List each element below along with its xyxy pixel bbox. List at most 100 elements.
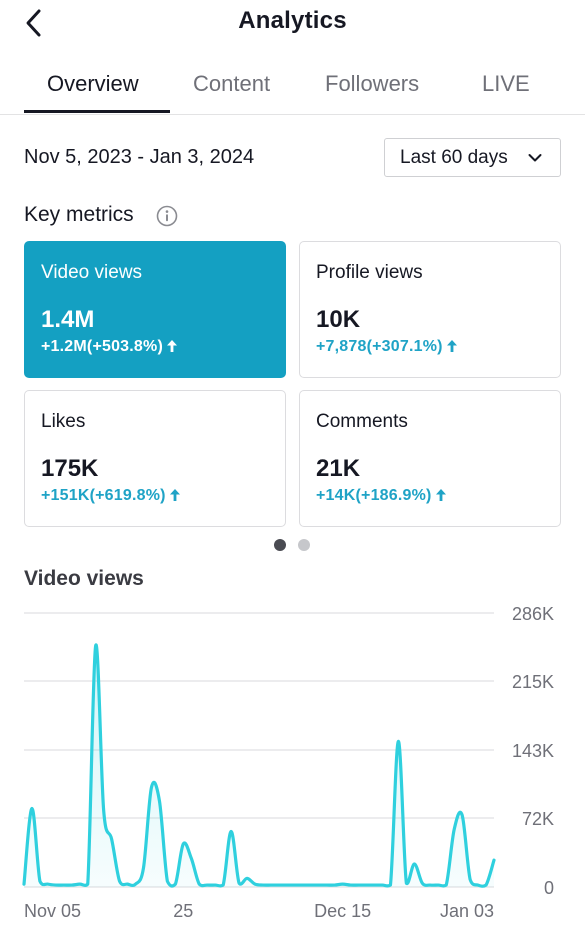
data-point	[198, 883, 200, 885]
data-point	[246, 877, 248, 879]
y-tick-label: 286K	[512, 604, 554, 624]
metric-change: +7,878(+307.1%)	[316, 338, 457, 356]
metric-value: 10K	[316, 306, 361, 333]
data-point	[126, 883, 128, 885]
data-point	[206, 884, 208, 886]
data-point	[166, 880, 168, 882]
video-views-chart: 286K 215K 143K 72K 0 Nov 05 25 Dec 15 Jan 03	[22, 604, 554, 921]
data-point	[150, 786, 152, 788]
data-point	[357, 884, 359, 886]
data-point	[39, 880, 41, 882]
data-point	[461, 814, 463, 816]
series-line	[22, 643, 496, 888]
data-point	[71, 884, 73, 886]
data-point	[174, 883, 176, 885]
y-tick-label: 0	[544, 878, 554, 898]
y-tick-label: 143K	[512, 741, 554, 761]
metric-change-text: +7,878(+307.1%)	[316, 338, 443, 355]
data-point	[365, 884, 367, 886]
chevron-down-icon	[528, 154, 542, 162]
x-tick-label: 25	[173, 901, 193, 921]
y-tick-label: 72K	[522, 809, 554, 829]
data-point	[214, 884, 216, 886]
data-point	[262, 884, 264, 886]
data-point	[182, 843, 184, 845]
y-tick-label: 215K	[512, 672, 554, 692]
data-point	[469, 878, 471, 880]
data-point	[341, 883, 343, 885]
data-point	[87, 883, 89, 885]
data-point	[310, 884, 312, 886]
x-tick-label: Dec 15	[314, 901, 371, 921]
data-point	[55, 884, 57, 886]
data-point	[453, 828, 455, 830]
data-point	[118, 880, 120, 882]
header: Analytics	[0, 0, 585, 44]
back-button[interactable]	[18, 6, 52, 40]
metric-card-likes[interactable]: Likes 175K +151K(+619.8%)	[24, 390, 286, 527]
data-point	[142, 867, 144, 869]
date-range-select-value: Last 60 days	[400, 147, 508, 168]
data-point	[349, 884, 351, 886]
data-point	[421, 882, 423, 884]
data-point	[230, 830, 232, 832]
data-point	[405, 882, 407, 884]
arrow-up-icon	[446, 340, 457, 352]
data-point	[79, 883, 81, 885]
metric-change: +14K(+186.9%)	[316, 487, 446, 505]
tab-live[interactable]: LIVE	[482, 71, 530, 96]
data-point	[31, 807, 33, 809]
data-point	[286, 884, 288, 886]
data-point	[429, 884, 431, 886]
data-point	[437, 884, 439, 886]
data-point	[110, 838, 112, 840]
metric-change-text: +1.2M(+503.8%)	[41, 338, 163, 355]
date-range-select[interactable]: Last 60 days	[384, 138, 561, 177]
pager-dot-active[interactable]	[274, 539, 286, 551]
metric-label: Profile views	[316, 262, 423, 283]
pager-dot[interactable]	[298, 539, 310, 551]
data-point	[445, 884, 447, 886]
metric-label: Likes	[41, 411, 86, 432]
arrow-up-icon	[169, 489, 180, 501]
data-point	[294, 884, 296, 886]
date-range-text: Nov 5, 2023 - Jan 3, 2024	[24, 146, 255, 168]
data-point	[477, 884, 479, 886]
metric-card-video-views[interactable]: Video views 1.4M +1.2M(+503.8%)	[24, 241, 286, 378]
chart-title: Video views	[24, 567, 144, 590]
metric-card-comments[interactable]: Comments 21K +14K(+186.9%)	[299, 390, 561, 527]
page-title: Analytics	[238, 7, 347, 34]
metric-change: +1.2M(+503.8%)	[41, 338, 177, 356]
data-point	[254, 883, 256, 885]
arrow-up-icon	[435, 489, 446, 501]
chevron-left-icon	[26, 9, 41, 37]
metric-change-text: +14K(+186.9%)	[316, 487, 432, 504]
data-point	[270, 884, 272, 886]
tab-content[interactable]: Content	[193, 71, 271, 96]
metric-label: Comments	[316, 411, 408, 432]
data-point	[381, 884, 383, 886]
info-icon[interactable]	[156, 205, 178, 227]
data-point	[63, 884, 65, 886]
active-tab-indicator	[24, 110, 170, 113]
metric-change-text: +151K(+619.8%)	[41, 487, 166, 504]
x-tick-label: Nov 05	[24, 901, 81, 921]
data-point	[373, 884, 375, 886]
tab-followers[interactable]: Followers	[325, 71, 420, 96]
data-point	[102, 809, 104, 811]
data-point	[278, 884, 280, 886]
data-point	[47, 883, 49, 885]
key-metrics-title: Key metrics	[24, 203, 134, 226]
data-point	[222, 884, 224, 886]
data-point	[318, 884, 320, 886]
metric-value: 1.4M	[41, 306, 95, 333]
data-point	[413, 863, 415, 865]
data-point	[389, 884, 391, 886]
data-point	[238, 882, 240, 884]
metric-card-profile-views[interactable]: Profile views 10K +7,878(+307.1%)	[299, 241, 561, 378]
data-point	[134, 883, 136, 885]
data-point	[158, 800, 160, 802]
tab-overview[interactable]: Overview	[47, 71, 139, 96]
data-point	[333, 884, 335, 886]
arrow-up-icon	[166, 340, 177, 352]
